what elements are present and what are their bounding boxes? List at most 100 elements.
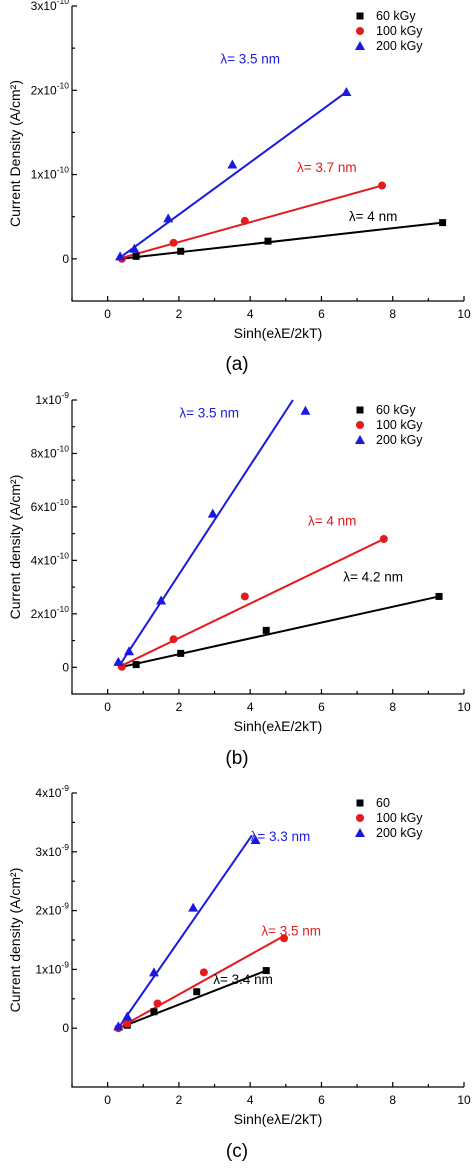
data-point-square	[150, 1008, 158, 1016]
x-tick-label: 0	[104, 700, 111, 714]
data-point-circle	[240, 216, 249, 225]
data-point-square	[193, 988, 201, 996]
lambda-annotation: λ= 3.5 nm	[220, 51, 280, 66]
legend-marker	[356, 12, 364, 20]
data-point-circle	[169, 635, 178, 644]
x-tick-label: 0	[104, 1093, 111, 1107]
y-tick-label: 2x10-10	[31, 80, 70, 97]
legend-marker	[355, 828, 365, 837]
y-tick-label: 3x10-10	[31, 0, 70, 13]
y-tick-exponent: -9	[61, 901, 69, 911]
data-point-square	[177, 247, 185, 255]
y-tick-mantissa: 3x10	[31, 0, 57, 13]
x-tick-label: 6	[318, 700, 325, 714]
chart-panel-1: 0 2 4 6 8 1001x10-102x10-103x10-10Sinh(eλE/2k…	[7, 0, 471, 341]
lambda-annotation: λ= 3.5 nm	[261, 923, 321, 938]
x-tick-label: 4	[247, 307, 254, 321]
y-tick-exponent: -9	[61, 959, 69, 969]
x-tick-label: 6	[318, 307, 325, 321]
x-axis-title: Sinh(eλE/2kT)	[234, 718, 323, 734]
y-tick-mantissa: 2x10	[31, 83, 57, 97]
y-tick-exponent: -10	[57, 80, 70, 90]
y-tick-mantissa: 0	[62, 252, 69, 266]
y-axis-title: Current Density (A/cm²)	[7, 80, 23, 227]
fit-line-2	[118, 184, 383, 260]
data-point-square	[435, 592, 443, 600]
data-point-triangle	[188, 902, 199, 912]
legend-entry: 100 kGy	[376, 811, 423, 825]
x-tick-label: 0	[104, 307, 111, 321]
y-tick-label: 0	[62, 660, 69, 674]
panel-label: (a)	[225, 354, 248, 375]
legend-marker	[356, 799, 364, 807]
y-tick-label: 1x10-9	[35, 390, 69, 407]
data-point-square	[262, 967, 270, 975]
data-point-square	[132, 661, 140, 669]
lambda-annotation: λ= 3.3 nm	[251, 829, 311, 844]
legend-marker	[356, 814, 364, 822]
y-tick-exponent: -10	[57, 550, 70, 560]
x-tick-label: 10	[457, 307, 471, 321]
x-tick-label: 4	[247, 700, 254, 714]
legend-marker	[356, 406, 364, 414]
data-point-circle	[169, 238, 178, 247]
data-point-square	[264, 237, 272, 245]
data-point-circle	[123, 1019, 132, 1028]
data-point-square	[439, 219, 447, 227]
fit-line-1	[119, 595, 440, 669]
x-tick-label: 10	[457, 700, 471, 714]
legend-entry: 60 kGy	[376, 403, 416, 417]
data-point-triangle	[122, 1011, 133, 1021]
y-tick-mantissa: 0	[62, 660, 69, 674]
y-axis-title: Current density (A/cm²)	[7, 868, 23, 1013]
y-tick-mantissa: 1x10	[35, 962, 61, 976]
fit-line-3	[117, 834, 253, 1029]
y-tick-mantissa: 2x10	[31, 607, 57, 621]
y-tick-exponent: -9	[61, 842, 69, 852]
fit-line-2	[117, 538, 385, 669]
data-point-triangle	[113, 1021, 124, 1031]
data-point-circle	[280, 934, 289, 943]
y-tick-mantissa: 2x10	[35, 904, 61, 918]
y-tick-mantissa: 4x10	[31, 553, 57, 567]
data-point-square	[132, 252, 140, 260]
data-point-triangle	[250, 835, 261, 845]
y-tick-label: 3x10-9	[35, 842, 69, 859]
y-tick-exponent: -10	[57, 165, 70, 175]
x-axis-title: Sinh(eλE/2kT)	[234, 325, 323, 341]
data-point-circle	[199, 968, 208, 977]
chart-panel-3: 0 2 4 6 8 1001x10-92x10-93x10-94x10-9Sinh(eλE…	[7, 783, 471, 1127]
y-tick-exponent: -10	[57, 604, 70, 614]
legend-entry: 100 kGy	[376, 418, 423, 432]
data-point-triangle	[163, 213, 174, 223]
legend-entry: 60	[376, 796, 390, 810]
legend-entry: 200 kGy	[376, 39, 423, 53]
legend-entry: 200 kGy	[376, 433, 423, 447]
lambda-annotation: λ= 4.2 nm	[343, 570, 403, 585]
y-axis-title: Current density (A/cm²)	[7, 475, 23, 620]
y-tick-label: 4x10-10	[31, 550, 70, 567]
y-tick-mantissa: 0	[62, 1021, 69, 1035]
fit-line-3	[117, 91, 347, 260]
legend-entry: 100 kGy	[376, 24, 423, 38]
data-point-circle	[379, 534, 388, 543]
legend-marker	[356, 421, 364, 429]
y-tick-exponent: -10	[57, 443, 70, 453]
x-tick-label: 8	[389, 700, 396, 714]
x-tick-label: 8	[389, 1093, 396, 1107]
legend-entry: 60 kGy	[376, 9, 416, 23]
data-point-triangle	[148, 967, 159, 977]
y-tick-mantissa: 6x10	[31, 500, 57, 514]
lambda-annotation: λ= 4 nm	[308, 514, 356, 529]
x-tick-label: 10	[457, 1093, 471, 1107]
y-tick-mantissa: 1x10	[31, 168, 57, 182]
y-tick-label: 8x10-10	[31, 443, 70, 460]
x-tick-label: 6	[318, 1093, 325, 1107]
legend-marker	[355, 435, 365, 444]
fit-line-1	[119, 221, 443, 260]
data-point-triangle	[341, 86, 352, 96]
y-tick-exponent: -9	[61, 783, 69, 793]
lambda-annotation: λ= 3.7 nm	[297, 160, 357, 175]
y-tick-label: 2x10-10	[31, 604, 70, 621]
data-point-circle	[153, 999, 162, 1008]
